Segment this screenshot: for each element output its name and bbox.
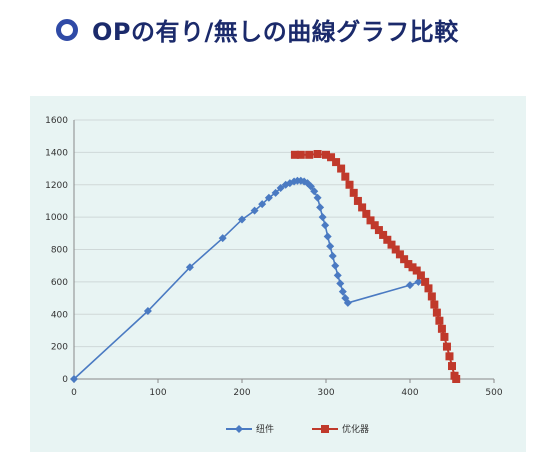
- data-point-2: [442, 342, 451, 351]
- data-point-1: [316, 203, 325, 212]
- data-point-2: [345, 180, 354, 189]
- data-point-2: [400, 255, 409, 264]
- y-tick-label: 1200: [45, 181, 68, 191]
- x-tick-label: 300: [317, 388, 334, 398]
- data-point-2: [404, 260, 413, 269]
- data-point-2: [395, 250, 404, 259]
- data-point-2: [313, 149, 322, 158]
- y-tick-label: 0: [62, 375, 68, 385]
- data-point-2: [296, 150, 305, 159]
- data-point-2: [332, 158, 341, 167]
- y-tick-label: 1000: [45, 213, 68, 223]
- x-tick-label: 100: [149, 388, 166, 398]
- legend-label: 纽件: [256, 423, 274, 435]
- data-point-1: [323, 232, 332, 241]
- data-point-1: [185, 263, 194, 272]
- data-point-2: [322, 150, 330, 159]
- y-tick-label: 1600: [45, 116, 68, 126]
- data-point-2: [424, 284, 433, 293]
- y-tick-label: 1400: [45, 148, 68, 158]
- data-point-1: [313, 193, 322, 202]
- data-point-1: [321, 221, 330, 230]
- data-point-2: [445, 352, 454, 361]
- data-point-2: [391, 245, 400, 254]
- data-point-2: [362, 209, 371, 218]
- data-point-2: [305, 150, 314, 159]
- data-point-2: [427, 292, 436, 301]
- data-point-2: [387, 240, 396, 249]
- data-point-2: [327, 153, 336, 162]
- data-point-1: [338, 287, 347, 296]
- slide-title: OPの有り/無しの曲線グラフ比較: [92, 18, 459, 46]
- y-tick-label: 400: [51, 310, 68, 320]
- data-point-2: [353, 196, 362, 205]
- data-point-1: [238, 215, 246, 224]
- legend-swatch-marker: [321, 425, 329, 433]
- data-point-2: [408, 263, 417, 272]
- data-point-1: [264, 193, 273, 202]
- data-point-1: [406, 281, 414, 290]
- data-point-2: [374, 226, 383, 235]
- data-point-1: [306, 182, 315, 191]
- data-point-1: [258, 200, 267, 209]
- data-point-2: [383, 235, 392, 244]
- series-line-2: [294, 152, 458, 380]
- data-point-1: [414, 277, 423, 286]
- x-tick-label: 500: [485, 388, 502, 398]
- data-point-2: [370, 221, 379, 230]
- data-point-2: [337, 164, 346, 173]
- data-point-2: [358, 203, 367, 212]
- x-tick-label: 0: [71, 388, 77, 398]
- data-point-2: [452, 375, 461, 383]
- legend-label: 优化器: [342, 423, 369, 435]
- data-point-2: [379, 230, 388, 239]
- data-point-1: [218, 234, 227, 243]
- slide-header: OPの有り/無しの曲線グラフ比較: [56, 12, 459, 47]
- data-point-1: [336, 279, 345, 288]
- chart-area: 0 200 400 600 800 1000 1200 1400 1600 0 100 200 300 4…: [30, 96, 526, 452]
- data-point-2: [366, 216, 375, 225]
- data-point-2: [448, 362, 456, 371]
- data-point-2: [421, 277, 430, 286]
- x-tick-label: 400: [401, 388, 418, 398]
- data-point-1: [271, 188, 280, 197]
- data-point-1: [276, 183, 285, 192]
- data-point-2: [440, 332, 449, 341]
- data-point-1: [343, 298, 352, 307]
- data-point-1: [70, 375, 78, 383]
- y-tick-label: 200: [51, 343, 68, 353]
- y-tick-label: 600: [51, 278, 68, 288]
- data-point-2: [435, 316, 444, 325]
- data-point-1: [318, 213, 327, 222]
- x-tick-label: 200: [233, 388, 250, 398]
- data-point-2: [437, 324, 446, 333]
- legend-swatch-marker: [235, 425, 243, 433]
- data-point-2: [290, 150, 299, 159]
- data-point-2: [416, 271, 425, 280]
- data-point-1: [326, 242, 335, 251]
- data-point-2: [432, 308, 441, 317]
- data-point-2: [430, 300, 439, 309]
- data-point-2: [412, 266, 421, 275]
- data-point-1: [143, 307, 152, 316]
- data-point-1: [303, 179, 312, 188]
- data-point-1: [250, 206, 259, 215]
- data-point-1: [331, 261, 340, 270]
- bullet-ring-icon: [56, 18, 78, 41]
- data-point-1: [328, 251, 337, 260]
- data-point-1: [310, 187, 319, 196]
- line-chart: 0 200 400 600 800 1000 1200 1400 1600 0 100 200 300 4…: [45, 116, 503, 435]
- y-tick-label: 800: [51, 246, 68, 256]
- data-point-1: [333, 271, 342, 280]
- data-point-2: [341, 172, 350, 181]
- data-point-2: [349, 188, 358, 197]
